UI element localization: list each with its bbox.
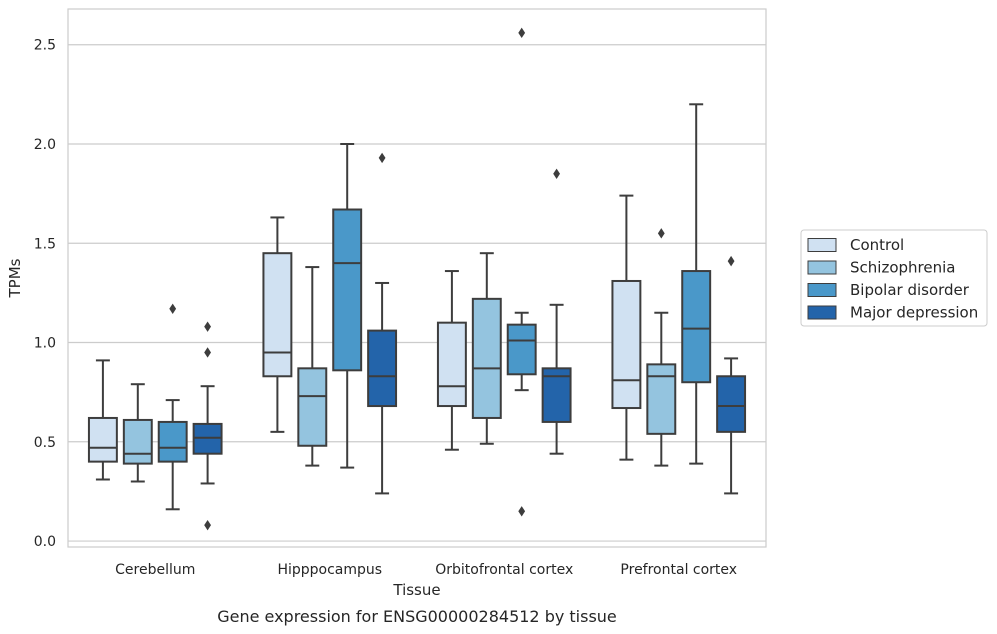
outlier-point (553, 168, 560, 179)
y-tick-label: 2.0 (34, 137, 56, 153)
box-2-2 (506, 27, 537, 517)
box-0-0 (87, 359, 118, 481)
legend: Control Schizophrenia Bipolar disorder Majo… (800, 229, 988, 327)
box-body (262, 252, 293, 378)
box-body (506, 323, 537, 376)
box-2-3 (681, 103, 712, 465)
box-body (436, 321, 467, 408)
outlier-point (518, 27, 526, 39)
box-body (367, 329, 398, 408)
x-tick-label: Cerebellum (115, 562, 195, 578)
x-tick-labels: Cerebellum Hipppocampus Orbitofrontal cort… (115, 562, 737, 578)
boxes (87, 27, 747, 531)
outlier-point (378, 152, 386, 164)
box-body (611, 279, 642, 410)
outlier-point (657, 228, 665, 239)
legend-label: Control (850, 236, 904, 254)
x-tick-label: Orbitofrontal cortex (435, 562, 573, 578)
box-0-3 (611, 194, 642, 461)
box-0-1 (262, 216, 293, 433)
box-body (122, 418, 153, 465)
y-tick-label: 1.0 (34, 336, 56, 352)
box-body (716, 375, 747, 433)
box-3-0 (192, 321, 223, 531)
y-tick-labels: 0.0 0.5 1.0 1.5 2.0 2.5 (34, 38, 56, 550)
box-body (332, 208, 363, 372)
box-body (681, 270, 712, 384)
box-2-0 (157, 303, 188, 511)
box-body (471, 297, 502, 419)
box-1-1 (297, 266, 328, 467)
outlier-point (727, 255, 735, 267)
plot-frame (67, 8, 767, 548)
legend-swatch (807, 238, 837, 252)
box-3-2 (541, 168, 572, 455)
outlier-point (169, 303, 177, 314)
outlier-point (518, 506, 526, 517)
legend-label: Schizophrenia (850, 259, 955, 277)
box-body (297, 367, 328, 447)
outlier-point (204, 519, 211, 531)
box-3-3 (716, 255, 747, 495)
box-body (157, 420, 188, 463)
legend-swatch (807, 283, 837, 297)
y-axis-label: TPMs (6, 258, 24, 298)
box-1-3 (646, 228, 677, 467)
box-1-2 (471, 252, 502, 445)
x-axis-label: Tissue (392, 581, 440, 599)
chart-caption: Gene expression for ENSG00000284512 by t… (217, 607, 617, 626)
x-tick-label: Hipppocampus (277, 562, 382, 578)
y-tick-label: 1.5 (34, 236, 56, 252)
box-2-1 (332, 142, 363, 469)
y-tick-label: 0.5 (34, 435, 56, 451)
outlier-point (204, 347, 211, 358)
box-3-1 (367, 152, 398, 495)
y-tick-label: 2.5 (34, 38, 56, 54)
outlier-point (204, 321, 211, 332)
legend-frame (800, 229, 988, 327)
box-0-2 (436, 270, 467, 451)
legend-label: Bipolar disorder (850, 281, 970, 299)
box-1-0 (122, 383, 153, 483)
box-body (87, 416, 118, 463)
legend-swatch (807, 260, 837, 275)
y-tick-label: 0.0 (34, 534, 56, 550)
legend-swatch (807, 305, 837, 320)
box-body (646, 363, 677, 435)
legend-label: Major depression (850, 304, 978, 322)
x-tick-label: Prefrontal cortex (620, 562, 737, 578)
